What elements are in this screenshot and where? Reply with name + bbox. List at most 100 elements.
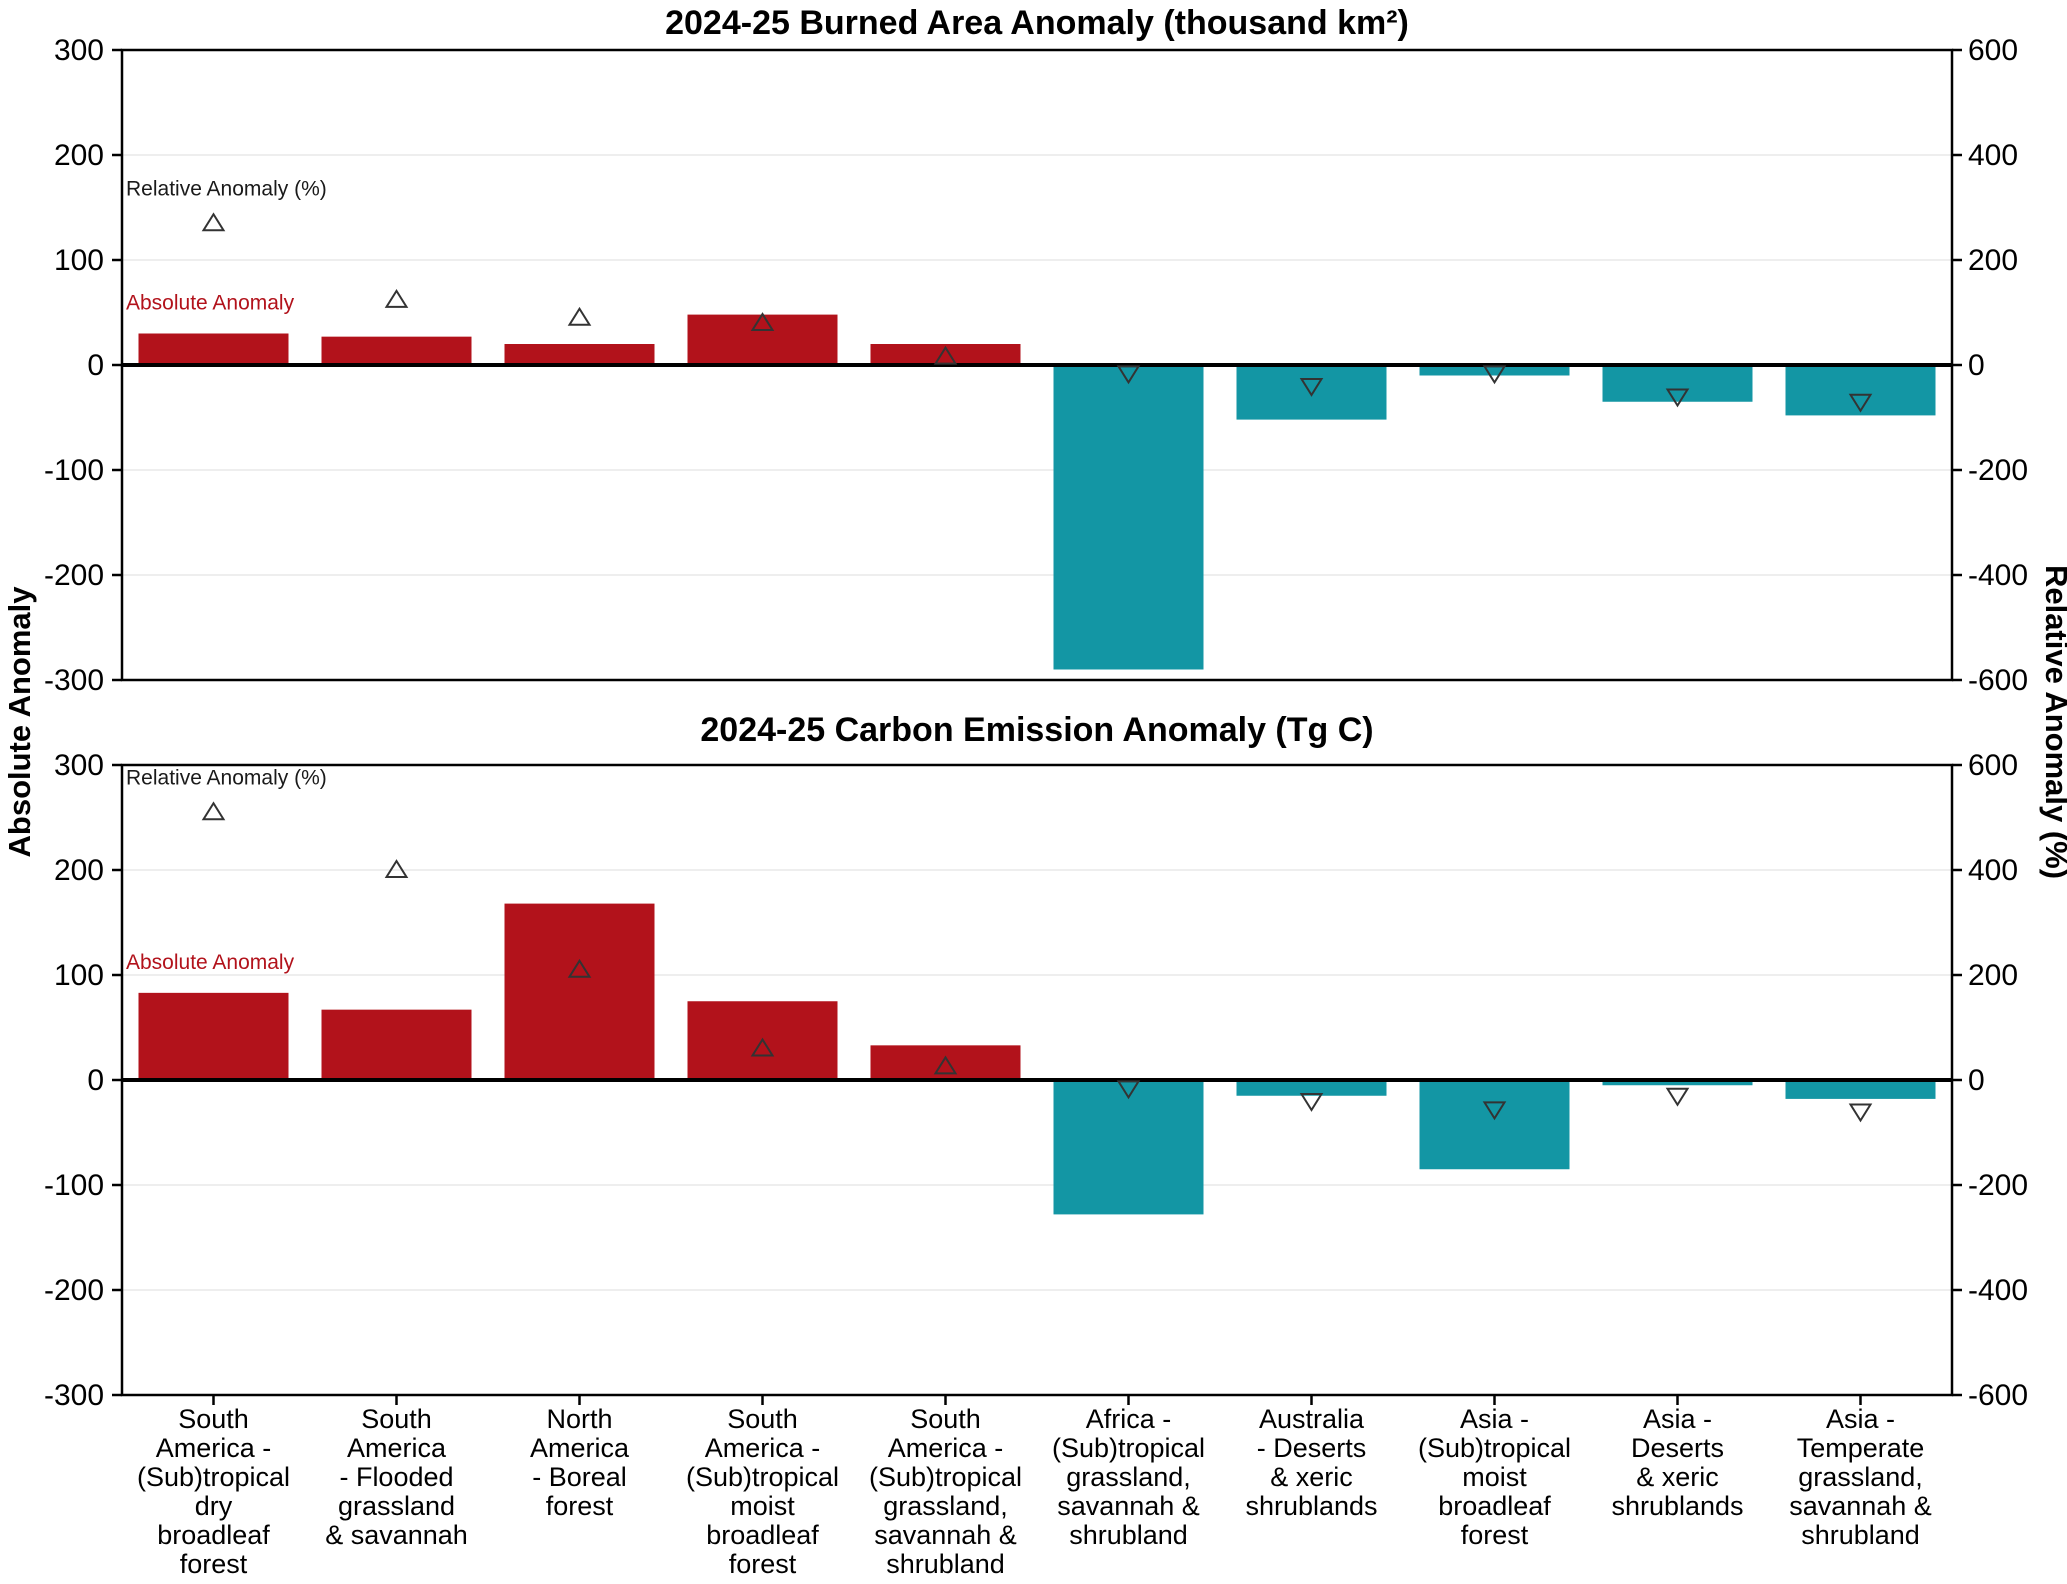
category-label: Asia -Deserts & xeric shrublands [1611, 1404, 1743, 1521]
category-label-line: Australia [1259, 1404, 1365, 1434]
category-label: South America -(Sub)tropical dry broadleaf f… [137, 1404, 290, 1579]
negative-anomaly-bar [1419, 365, 1570, 376]
triangle-up-marker [933, 1055, 958, 1075]
right-axis-tick-label: 200 [1968, 244, 2018, 277]
category-label-line: - Boreal [532, 1462, 627, 1492]
category-label-line: America - [156, 1433, 272, 1463]
x-axis-labels: South America -(Sub)tropical dry broadleaf f… [137, 1395, 1932, 1579]
category-label: Asia -Temperate grassland, savannah & shrub… [1789, 1404, 1932, 1550]
left-axis-tick-label: 0 [87, 349, 104, 382]
category-label-line: Deserts [1631, 1433, 1724, 1463]
charts-layer: 300 200 100 0 -100 -200 -300 600 400 200 0 -200 -400… [44, 34, 2028, 1579]
category-label-line: shrublands [1611, 1491, 1743, 1521]
category-label-line: Asia - [1460, 1404, 1529, 1434]
triangle-down-marker [1665, 388, 1690, 408]
category-label-line: South [910, 1404, 981, 1434]
category-label: North America - Boreal forest [530, 1404, 630, 1521]
triangle-up-marker [750, 1037, 775, 1057]
category-label-line: savannah & [874, 1520, 1017, 1550]
category-label-line: (Sub)tropical [869, 1462, 1022, 1492]
negative-anomaly-bar [1419, 1080, 1570, 1170]
category-label-line: South [727, 1404, 798, 1434]
right-axis-tick-label: 0 [1968, 349, 1985, 382]
negative-anomaly-bar [1053, 365, 1204, 670]
left-axis-tick-label: 200 [54, 139, 104, 172]
positive-anomaly-bar [870, 344, 1021, 365]
category-label-line: Asia - [1643, 1404, 1712, 1434]
triangle-up-marker [933, 345, 958, 365]
category-label-line: dry [195, 1491, 233, 1521]
triangle-down-marker [1848, 1103, 1873, 1123]
right-axis-label: Relative Anomaly (%) [2039, 565, 2067, 879]
category-label-line: broadleaf [1438, 1491, 1551, 1521]
negative-anomaly-bar [1236, 365, 1387, 420]
category-label-line: grassland, [883, 1491, 1008, 1521]
left-axis-tick-label: -200 [44, 559, 104, 592]
category-label: South America - Flooded grassland & savannah [325, 1404, 468, 1550]
category-label-line: (Sub)tropical [1418, 1433, 1571, 1463]
carbon-emission-title: 2024-25 Carbon Emission Anomaly (Tg C) [700, 711, 1373, 749]
left-axis-tick-label: -100 [44, 454, 104, 487]
category-label-line: America [347, 1433, 447, 1463]
category-label-line: shrubland [1069, 1520, 1188, 1550]
right-axis-tick-label: 0 [1968, 1064, 1985, 1097]
category-label-line: Africa - [1086, 1404, 1172, 1434]
right-axis-tick-label: -600 [1968, 664, 2028, 697]
category-label-line: America [530, 1433, 630, 1463]
triangle-down-marker [1848, 393, 1873, 413]
burned-area-title: 2024-25 Burned Area Anomaly (thousand km… [665, 4, 1409, 42]
category-label-line: forest [180, 1549, 248, 1579]
category-label-line: forest [729, 1549, 797, 1579]
positive-anomaly-bar [138, 333, 289, 365]
left-axis-tick-label: 300 [54, 34, 104, 67]
triangle-up-marker [384, 289, 409, 308]
category-label-line: shrubland [886, 1549, 1005, 1579]
triangle-down-marker [1116, 365, 1141, 385]
right-axis-tick-label: 400 [1968, 854, 2018, 887]
category-label: Australia - Deserts & xeric shrublands [1245, 1404, 1377, 1521]
subplot-1: 300 200 100 0 -100 -200 -300 600 400 200 0 -200 -400… [44, 749, 2028, 1412]
negative-anomaly-bar [1785, 1080, 1936, 1099]
triangle-up-marker [567, 306, 592, 326]
positive-anomaly-bar [138, 992, 289, 1080]
negative-anomaly-bar [1602, 365, 1753, 402]
left-axis-tick-label: -200 [44, 1274, 104, 1307]
triangle-down-marker [1482, 1101, 1507, 1121]
right-axis-tick-label: -400 [1968, 1274, 2028, 1307]
category-label: Asia -(Sub)tropical moist broadleaf forest [1418, 1404, 1571, 1550]
right-axis-tick-label: 600 [1968, 749, 2018, 782]
right-axis-tick-label: 400 [1968, 139, 2018, 172]
subplot-0: 300 200 100 0 -100 -200 -300 600 400 200 0 -200 -400… [44, 34, 2028, 697]
category-label-line: (Sub)tropical [1052, 1433, 1205, 1463]
triangle-down-marker [1299, 378, 1324, 397]
category-label-line: America - [888, 1433, 1004, 1463]
triangle-up-marker [201, 801, 226, 821]
category-label-line: & xeric [1636, 1462, 1719, 1492]
right-axis-tick-label: 600 [1968, 34, 2018, 67]
category-label-line: shrubland [1801, 1520, 1920, 1550]
positive-anomaly-bar [321, 1009, 472, 1080]
right-axis-tick-label: -200 [1968, 454, 2028, 487]
category-label-line: savannah & [1789, 1491, 1932, 1521]
category-label: Africa -(Sub)tropical grassland, savannah … [1052, 1404, 1205, 1550]
category-label-line: Asia - [1826, 1404, 1895, 1434]
category-label-line: South [178, 1404, 249, 1434]
category-label-line: - Deserts [1257, 1433, 1367, 1463]
category-label-line: & savannah [325, 1520, 468, 1550]
positive-anomaly-bar [504, 344, 655, 365]
category-label: South America -(Sub)tropical moist broadlea… [686, 1404, 839, 1579]
triangle-up-marker [384, 859, 409, 878]
category-label: South America -(Sub)tropical grassland, sav… [869, 1404, 1022, 1579]
category-label-line: forest [1461, 1520, 1529, 1550]
category-label-line: Temperate [1797, 1433, 1925, 1463]
category-label-line: America - [705, 1433, 821, 1463]
left-axis-tick-label: 100 [54, 244, 104, 277]
absolute-anomaly-annotation: Absolute Anomaly [126, 951, 295, 974]
triangle-up-marker [201, 212, 226, 232]
absolute-anomaly-annotation: Absolute Anomaly [126, 292, 295, 315]
positive-anomaly-bar [687, 314, 838, 365]
relative-anomaly-annotation: Relative Anomaly (%) [126, 177, 327, 200]
category-label-line: & xeric [1270, 1462, 1353, 1492]
triangle-down-marker [1116, 1080, 1141, 1100]
